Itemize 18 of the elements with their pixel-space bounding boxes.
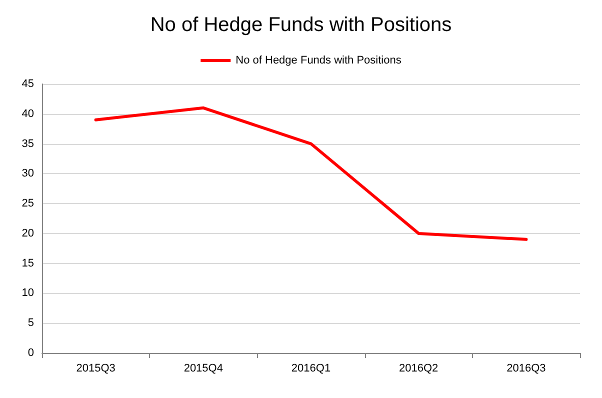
x-tick-label: 2015Q3 (76, 362, 116, 374)
y-tick-label: 0 (28, 347, 34, 359)
x-tick-label: 2015Q4 (184, 362, 223, 374)
line-series (94, 106, 528, 241)
y-tick-label: 15 (22, 257, 34, 270)
x-tick-label: 2016Q1 (291, 362, 331, 374)
y-tick-label: 45 (22, 78, 34, 90)
y-tick-label: 30 (22, 168, 34, 180)
y-tick-label: 35 (22, 138, 34, 150)
legend-label: No of Hedge Funds with Positions (236, 54, 402, 66)
chart-title: No of Hedge Funds with Positions (150, 14, 452, 36)
y-tick-label: 5 (28, 317, 34, 330)
x-tick-label: 2016Q2 (399, 362, 438, 374)
y-tick-label: 20 (22, 227, 34, 240)
y-tick-label: 10 (22, 287, 34, 300)
y-tick-label: 25 (22, 198, 34, 210)
y-tick-label: 40 (22, 108, 34, 120)
x-tick-label: 2016Q3 (506, 362, 546, 374)
